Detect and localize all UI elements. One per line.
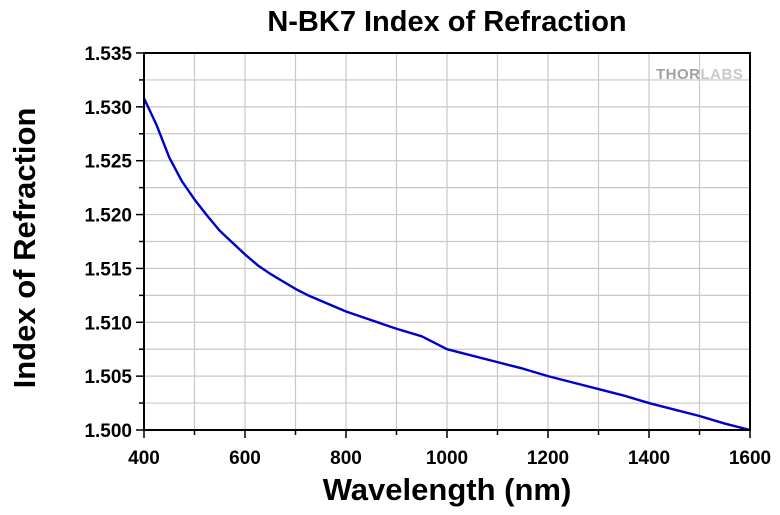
x-axis-title: Wavelength (nm)	[323, 472, 572, 507]
y-tick-label: 1.510	[84, 313, 132, 334]
chart-title: N-BK7 Index of Refraction	[267, 6, 626, 38]
y-tick-label: 1.520	[84, 206, 132, 227]
watermark-light: LABS	[701, 66, 744, 83]
x-tick-label: 1000	[426, 448, 468, 469]
x-tick-label: 1400	[628, 448, 670, 469]
svg-text:THORLABS: THORLABS	[656, 66, 743, 83]
series	[142, 97, 751, 432]
x-tick-label: 1200	[527, 448, 569, 469]
y-tick-label: 1.500	[84, 421, 132, 442]
y-tick-label: 1.505	[84, 367, 132, 388]
x-tick-label: 600	[229, 448, 261, 469]
y-tick-label: 1.535	[84, 44, 132, 65]
y-tick-label: 1.530	[84, 98, 132, 119]
plot-frame	[143, 52, 751, 431]
x-tick-label: 800	[330, 448, 362, 469]
watermark-bold: THOR	[656, 66, 701, 83]
thorlabs-watermark: THORLABS	[656, 66, 743, 83]
x-tick-label: 1600	[729, 448, 771, 469]
x-tick-label: 400	[128, 448, 160, 469]
grid	[144, 53, 750, 430]
series-line	[142, 97, 751, 432]
ticks: 400 600 800 1000 1200 1400 1600 1.500 1.505 1.510…	[84, 44, 771, 469]
y-axis-title: Index of Refraction	[7, 108, 42, 389]
y-tick-label: 1.515	[84, 259, 132, 280]
y-tick-label: 1.525	[84, 152, 132, 173]
